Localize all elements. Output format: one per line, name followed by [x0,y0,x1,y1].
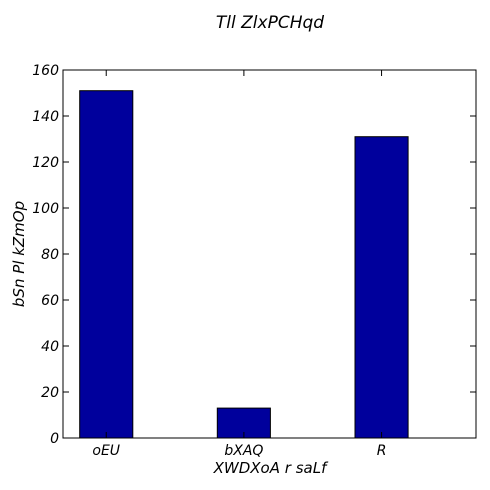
y-tick-label: 80 [41,247,59,263]
y-tick-label: 20 [41,385,59,401]
x-axis-ticks: oEU bXAQ R [92,70,386,459]
y-tick-label: 40 [41,339,59,355]
x-tick-label: oEU [92,443,120,459]
bars-group [79,90,409,439]
y-tick-label: 140 [32,109,59,125]
y-tick-label: 60 [41,293,59,309]
x-tick-label: R [377,443,387,459]
y-axis-ticks: 0 20 40 60 80 100 120 140 160 [32,63,476,447]
x-tick-label: bXAQ [224,443,263,459]
bar-oEU [79,90,134,439]
plot-frame [62,69,477,439]
x-axis-label: XWDXoA r saLf [213,459,329,477]
y-tick-label: 120 [32,155,59,171]
y-tick-label: 0 [50,431,59,447]
chart-title: Tll ZlxPCHqd [216,13,324,33]
y-tick-label: 100 [32,201,59,217]
y-axis-label: bSn Pl kZmOp [10,201,28,307]
y-tick-label: 160 [32,63,59,79]
bar-R [354,136,409,439]
